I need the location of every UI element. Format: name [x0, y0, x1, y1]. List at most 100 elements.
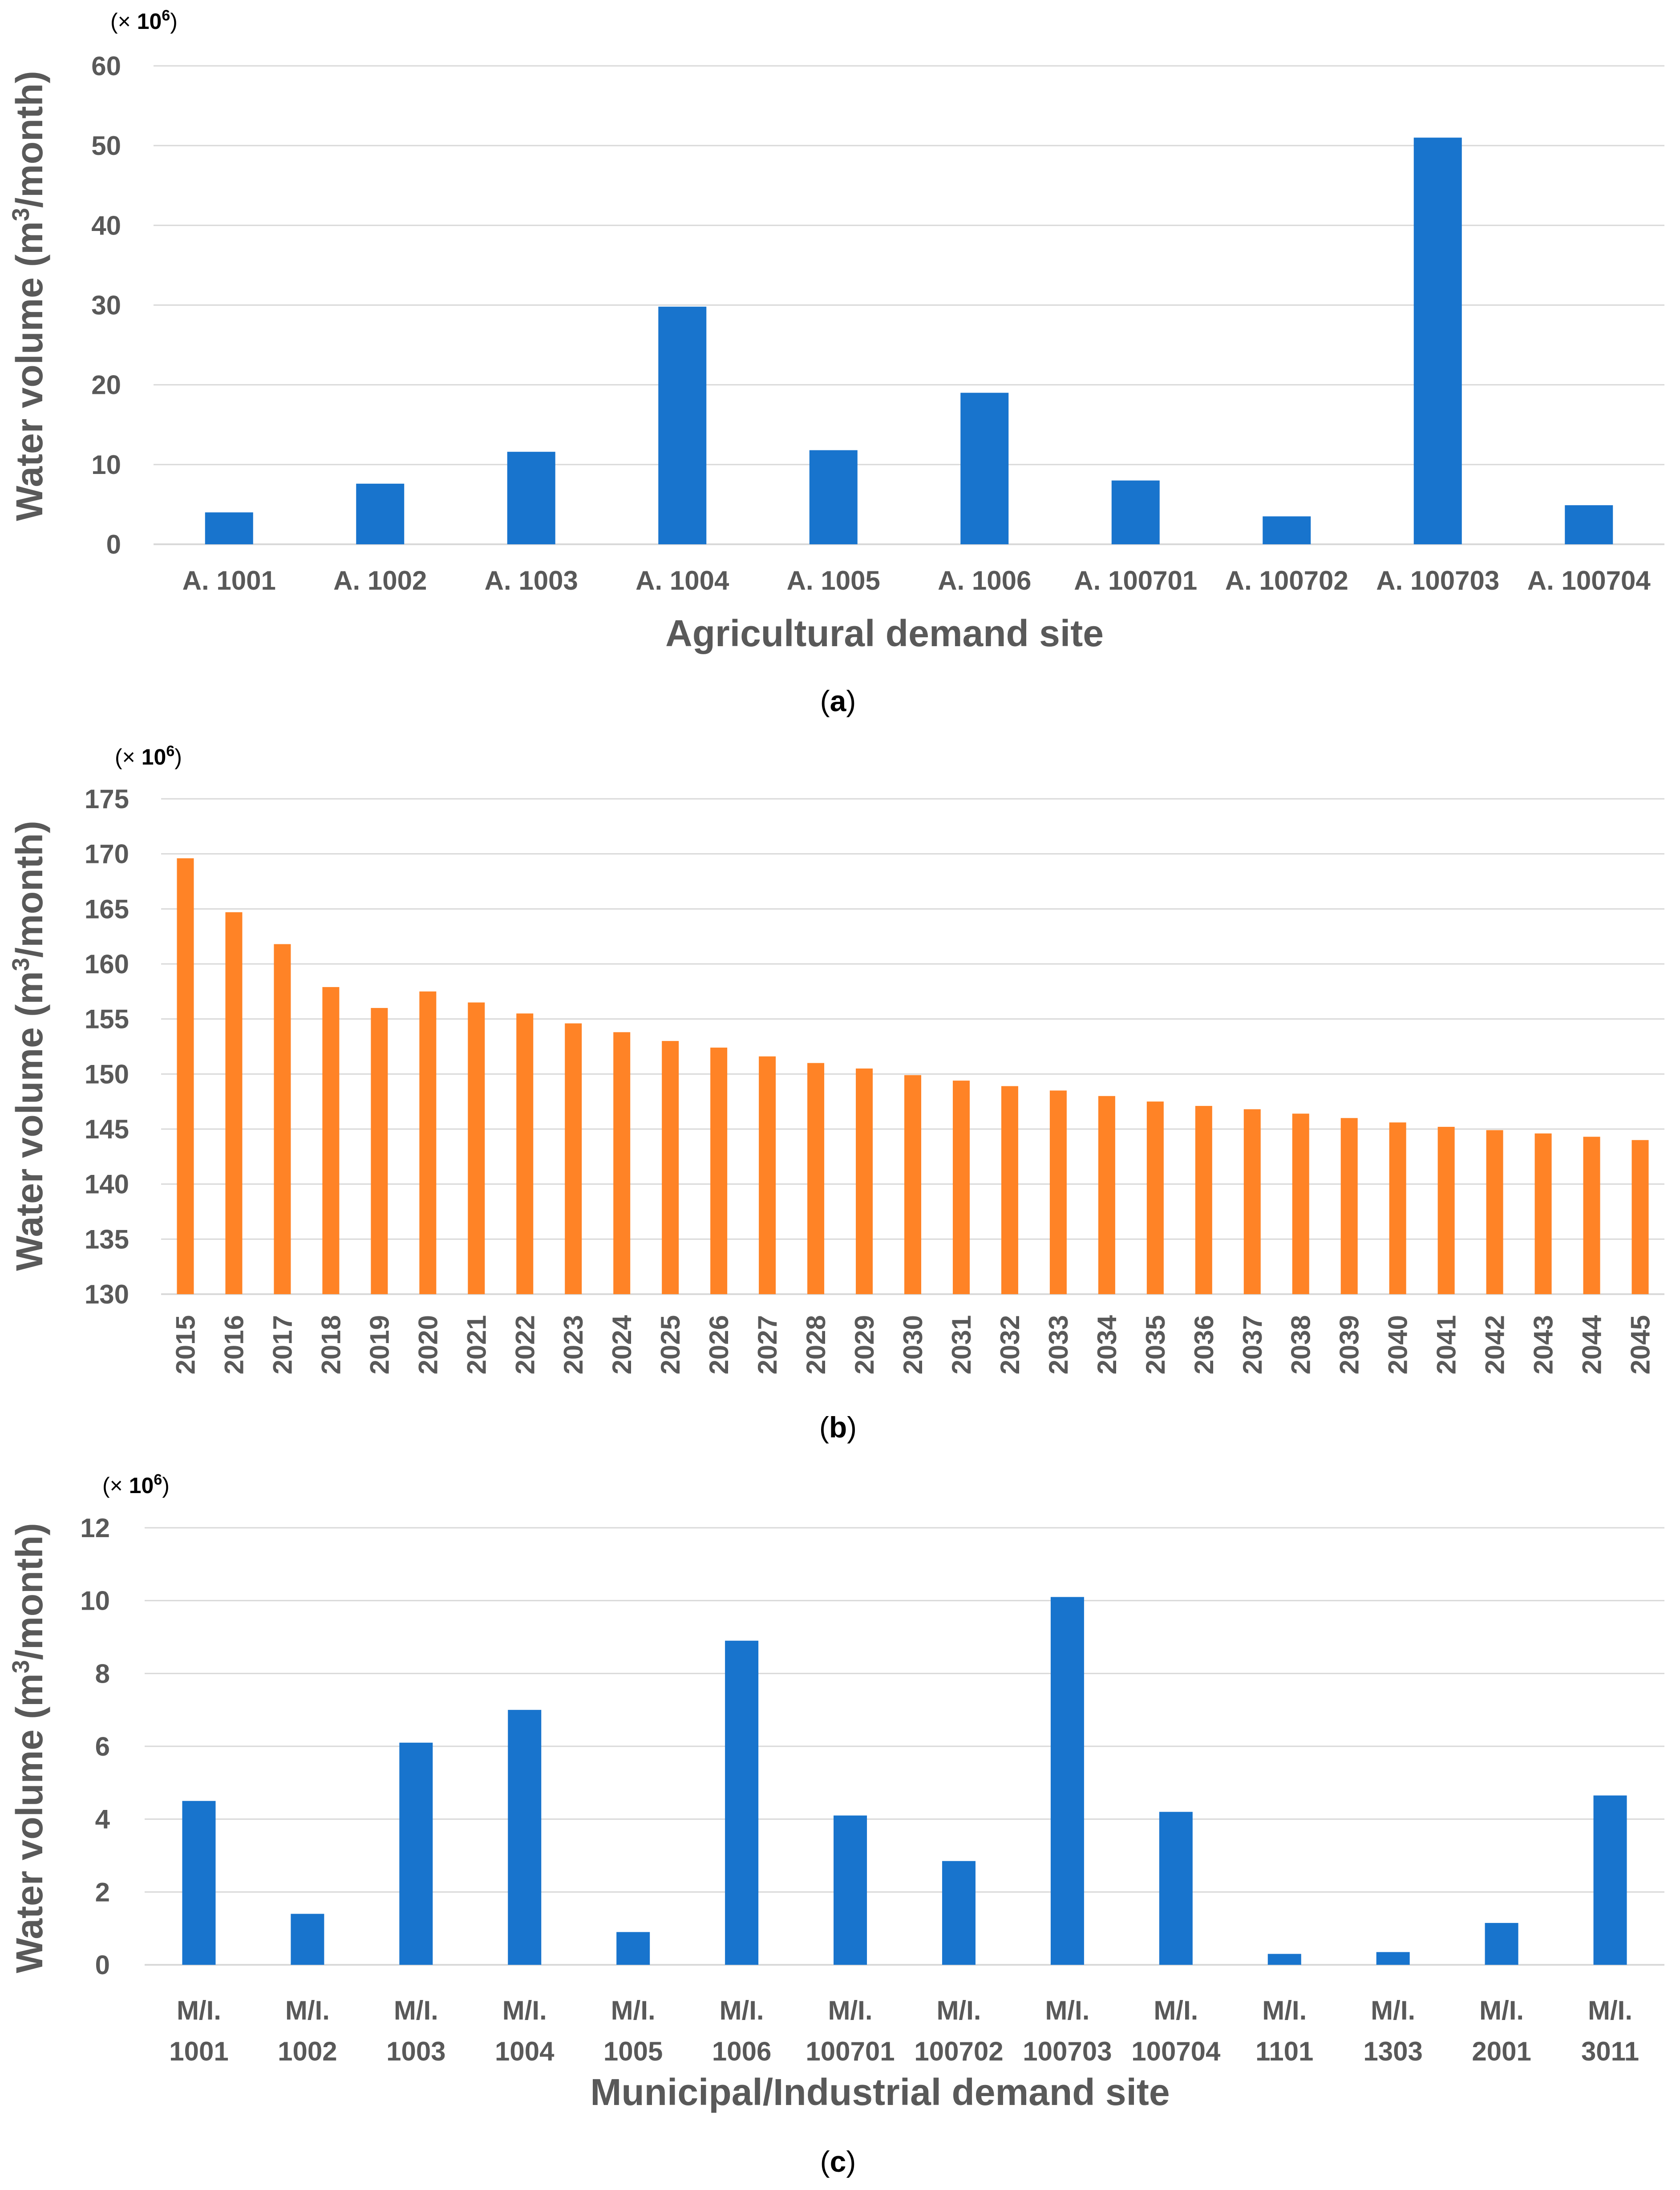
chart-a: 0 10 20 30 40 50 60 A. 1001 A. 1002 A. 1003 A. 100…: [8, 7, 1664, 717]
x-tick-label: 2044: [1577, 1315, 1607, 1374]
x-tick-label: 2017: [267, 1315, 297, 1374]
x-tick-label: M/I.: [611, 1996, 656, 2025]
chart-b: 130 135 140 145 150 155 160 165 170 175 2015 2016 20…: [8, 743, 1664, 1444]
y-tick-label: 145: [85, 1114, 129, 1144]
x-tick-label: 2043: [1529, 1315, 1559, 1374]
bar: [508, 1710, 542, 1965]
x-tick-label: M/I.: [1262, 1996, 1307, 2025]
x-tick-label: 2023: [559, 1315, 588, 1374]
x-tick-label: 2030: [898, 1315, 928, 1374]
bar: [942, 1861, 976, 1965]
bar: [1195, 1106, 1212, 1294]
bar: [1485, 1923, 1518, 1965]
bar: [856, 1068, 873, 1294]
bar: [1267, 1954, 1301, 1965]
x-tick-label: M/I.: [394, 1996, 438, 2025]
bar: [177, 858, 194, 1294]
y-tick-label: 130: [85, 1279, 129, 1309]
y-tick-label: 175: [85, 784, 129, 814]
x-tick-label: 1005: [603, 2036, 663, 2066]
bar: [952, 1081, 970, 1294]
y-tick-label: 20: [91, 370, 121, 400]
bar: [1049, 1090, 1067, 1294]
y-tick-label: 2: [95, 1877, 110, 1907]
y-tick-label: 0: [106, 530, 121, 559]
bar: [960, 393, 1009, 544]
x-tick-label: 2025: [656, 1315, 685, 1374]
x-tick-label: 2016: [219, 1315, 249, 1374]
x-tick-label: 2039: [1335, 1315, 1364, 1374]
bar: [1111, 480, 1160, 544]
bar: [182, 1801, 216, 1965]
y-tick-label: 140: [85, 1170, 129, 1199]
bar: [356, 483, 405, 544]
bar: [1146, 1101, 1164, 1294]
x-tick-label: 2038: [1286, 1315, 1316, 1374]
bar: [1292, 1113, 1309, 1294]
y-tick-label: 4: [95, 1805, 110, 1834]
bar: [1389, 1122, 1406, 1294]
y-tick-label: 10: [80, 1586, 110, 1616]
multiplier-label: (× 106): [110, 7, 178, 34]
bar: [399, 1742, 433, 1965]
y-tick-label: 165: [85, 894, 129, 924]
x-tick-label: A. 1003: [485, 566, 578, 595]
y-tick-label: 135: [85, 1224, 129, 1254]
bar: [725, 1640, 759, 1965]
bar: [1050, 1597, 1084, 1965]
y-tick-label: 155: [85, 1004, 129, 1034]
x-tick-label: 2015: [170, 1315, 200, 1374]
x-tick-label: 2033: [1044, 1315, 1073, 1374]
x-tick-label: 1001: [169, 2036, 228, 2066]
y-axis-label: Water volume (m3/month): [8, 71, 50, 521]
bar: [809, 450, 858, 544]
y-tick-label: 50: [91, 131, 121, 161]
x-tick-label: 1004: [495, 2036, 555, 2066]
x-tick-label: 2020: [413, 1315, 443, 1374]
bar: [1583, 1137, 1600, 1294]
x-tick-label: 2019: [364, 1315, 394, 1374]
x-tick-label: 100702: [914, 2036, 1003, 2066]
multiplier-label: (× 106): [115, 743, 182, 769]
x-tick-label: M/I.: [720, 1996, 764, 2025]
x-tick-label: M/I.: [177, 1996, 221, 2025]
bar: [1243, 1109, 1261, 1294]
bar: [662, 1041, 679, 1294]
bar: [468, 1002, 485, 1294]
bar: [371, 1008, 388, 1294]
x-tick-label: M/I.: [1479, 1996, 1524, 2025]
bar: [616, 1932, 650, 1965]
x-tick-label: A. 1001: [182, 566, 276, 595]
bar: [1593, 1795, 1627, 1965]
y-tick-label: 10: [91, 450, 121, 480]
bar: [834, 1815, 867, 1965]
bar: [658, 307, 707, 544]
x-tick-label: 2028: [801, 1315, 831, 1374]
y-tick-label: 60: [91, 51, 121, 81]
x-tick-label: 2001: [1472, 2036, 1531, 2066]
x-tick-label: 1006: [712, 2036, 771, 2066]
x-tick-label: 1002: [278, 2036, 337, 2066]
x-tick-label: 2045: [1626, 1315, 1656, 1374]
x-tick-label: A. 100704: [1527, 566, 1651, 595]
x-tick-label: 100704: [1131, 2036, 1221, 2066]
x-tick-label: 2024: [607, 1315, 637, 1374]
x-tick-label: 2032: [995, 1315, 1025, 1374]
x-tick-label: A. 1002: [333, 566, 427, 595]
bar: [1098, 1096, 1115, 1294]
bar: [904, 1075, 921, 1294]
bar: [759, 1056, 776, 1294]
y-tick-label: 6: [95, 1732, 110, 1761]
x-axis-title: Municipal/Industrial demand site: [590, 2071, 1170, 2113]
y-tick-label: 0: [95, 1950, 110, 1980]
y-tick-label: 160: [85, 949, 129, 979]
bar: [1437, 1127, 1455, 1294]
x-tick-label: M/I.: [1371, 1996, 1415, 2025]
bar: [1631, 1140, 1649, 1294]
multiplier-label: (× 106): [102, 1471, 170, 1498]
x-tick-label: 2029: [850, 1315, 879, 1374]
x-tick-label: 100701: [806, 2036, 895, 2066]
x-tick-label: 1303: [1363, 2036, 1422, 2066]
bar: [291, 1914, 324, 1965]
